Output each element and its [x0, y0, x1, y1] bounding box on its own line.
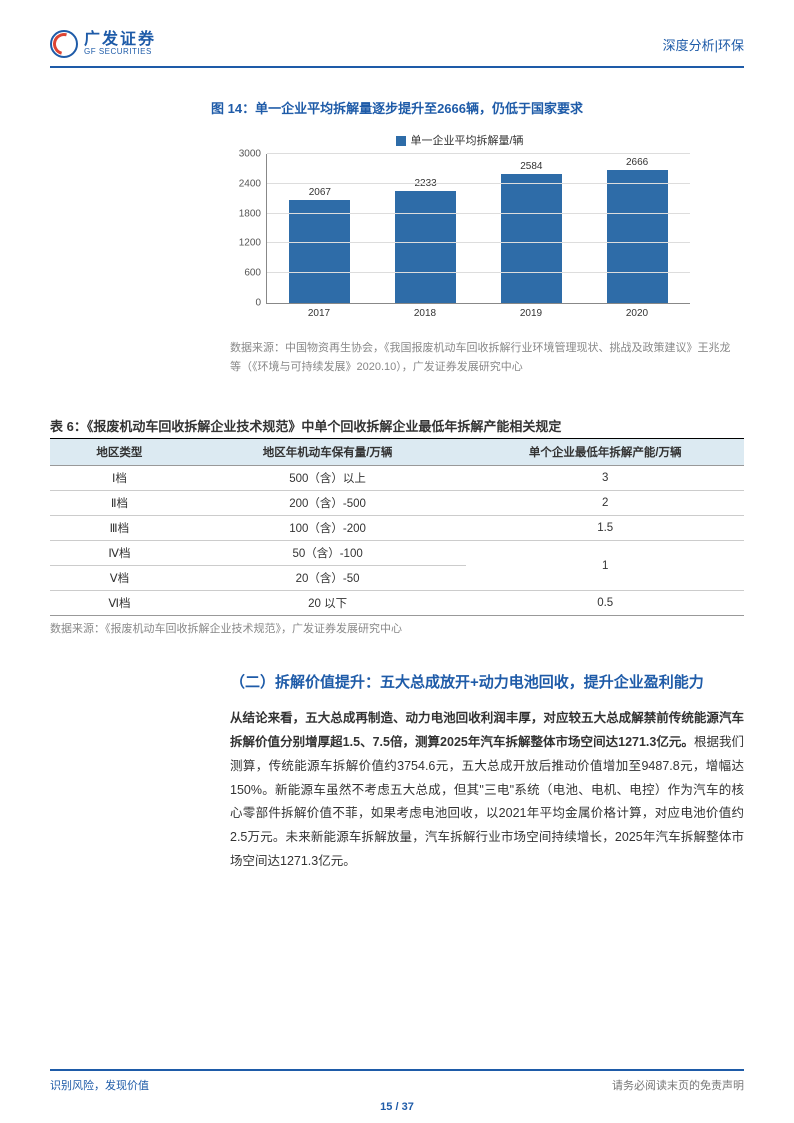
table-cell: 200（含）-500: [189, 491, 467, 516]
table-cell: 50（含）-100: [189, 541, 467, 566]
page-number: 15 / 37: [0, 1101, 794, 1113]
figure-title: 图 14：单一企业平均拆解量逐步提升至2666辆，仍低于国家要求: [50, 98, 744, 117]
page-header: 广发证券 GF SECURITIES 深度分析|环保: [50, 0, 744, 68]
section-body-rest: 根据我们测算，传统能源车拆解价值约3754.6元，五大总成开放后推动价值增加至9…: [230, 735, 744, 868]
logo-text-cn: 广发证券: [84, 32, 156, 48]
section-heading: （二）拆解价值提升：五大总成放开+动力电池回收，提升企业盈利能力: [230, 671, 744, 692]
chart-ytick: 0: [231, 298, 261, 309]
table-row: Ⅱ档200（含）-5002: [50, 491, 744, 516]
table-cell: Ⅵ档: [50, 591, 189, 616]
table-cell: Ⅴ档: [50, 566, 189, 591]
chart-bars: 2067 2233 2584 2666: [267, 154, 690, 303]
table-cell: 100（含）-200: [189, 516, 467, 541]
chart-area: 2067223325842666 06001200180024003000: [266, 154, 690, 304]
chart-bar: 2233: [388, 178, 464, 303]
table-column-header: 地区年机动车保有量/万辆: [189, 439, 467, 466]
chart-xlabel: 2020: [599, 308, 675, 319]
table-cell: 2: [466, 491, 744, 516]
chart-ytick: 600: [231, 268, 261, 279]
chart-legend: 单一企业平均拆解量/辆: [230, 132, 690, 148]
table-column-header: 地区类型: [50, 439, 189, 466]
header-category: 深度分析|环保: [663, 35, 744, 54]
logo: 广发证券 GF SECURITIES: [50, 30, 156, 58]
legend-swatch: [396, 136, 406, 146]
chart-xlabels: 2017 2018 2019 2020: [266, 308, 690, 319]
page-footer: 识别风险，发现价值 请务必阅读末页的免责声明: [50, 1069, 744, 1093]
footer-left: 识别风险，发现价值: [50, 1077, 149, 1093]
table-body: Ⅰ档500（含）以上3Ⅱ档200（含）-5002Ⅲ档100（含）-2001.5Ⅳ…: [50, 466, 744, 616]
table-cell: 1: [466, 541, 744, 591]
logo-icon: [50, 30, 78, 58]
bar-chart: 单一企业平均拆解量/辆 2067 2233 2584 2666 0 600 1200 180…: [230, 132, 690, 319]
chart-ytick: 1800: [231, 208, 261, 219]
figure-source: 数据来源：中国物资再生协会，《我国报废机动车回收拆解行业环境管理现状、挑战及政策…: [230, 339, 740, 376]
chart-xlabel: 2019: [493, 308, 569, 319]
bar-value-label: 2666: [626, 157, 648, 168]
table-row: Ⅳ档50（含）-1001: [50, 541, 744, 566]
table-cell: 20（含）-50: [189, 566, 467, 591]
table-row: Ⅲ档100（含）-2001.5: [50, 516, 744, 541]
bar-value-label: 2233: [415, 178, 437, 189]
table-row: Ⅵ档20 以下0.5: [50, 591, 744, 616]
logo-text-en: GF SECURITIES: [84, 48, 156, 56]
table-row: Ⅰ档500（含）以上3: [50, 466, 744, 491]
chart-ytick: 1200: [231, 238, 261, 249]
table-column-header: 单个企业最低年拆解产能/万辆: [466, 439, 744, 466]
table-cell: 0.5: [466, 591, 744, 616]
legend-label: 单一企业平均拆解量/辆: [410, 135, 523, 147]
table-cell: 1.5: [466, 516, 744, 541]
bar-value-label: 2067: [309, 187, 331, 198]
chart-xlabel: 2017: [281, 308, 357, 319]
bar-value-label: 2584: [520, 161, 542, 172]
table-cell: Ⅱ档: [50, 491, 189, 516]
chart-bar: 2067: [282, 187, 358, 303]
table-cell: Ⅰ档: [50, 466, 189, 491]
table-cell: Ⅲ档: [50, 516, 189, 541]
table-title: 表 6：《报废机动车回收拆解企业技术规范》中单个回收拆解企业最低年拆解产能相关规…: [50, 416, 744, 439]
footer-right: 请务必阅读末页的免责声明: [612, 1077, 744, 1093]
chart-bar: 2666: [599, 157, 675, 303]
table-source: 数据来源：《报废机动车回收拆解企业技术规范》，广发证券发展研究中心: [50, 620, 744, 636]
chart-xlabel: 2018: [387, 308, 463, 319]
table-cell: 20 以下: [189, 591, 467, 616]
section-body-bold: 从结论来看，五大总成再制造、动力电池回收利润丰厚，对应较五大总成解禁前传统能源汽…: [230, 711, 744, 749]
chart-ytick: 3000: [231, 149, 261, 160]
table-cell: Ⅳ档: [50, 541, 189, 566]
table-cell: 3: [466, 466, 744, 491]
table-cell: 500（含）以上: [189, 466, 467, 491]
regulation-table: 地区类型地区年机动车保有量/万辆单个企业最低年拆解产能/万辆 Ⅰ档500（含）以…: [50, 439, 744, 616]
section-body: 从结论来看，五大总成再制造、动力电池回收利润丰厚，对应较五大总成解禁前传统能源汽…: [230, 707, 744, 873]
chart-ytick: 2400: [231, 178, 261, 189]
table-header-row: 地区类型地区年机动车保有量/万辆单个企业最低年拆解产能/万辆: [50, 439, 744, 466]
